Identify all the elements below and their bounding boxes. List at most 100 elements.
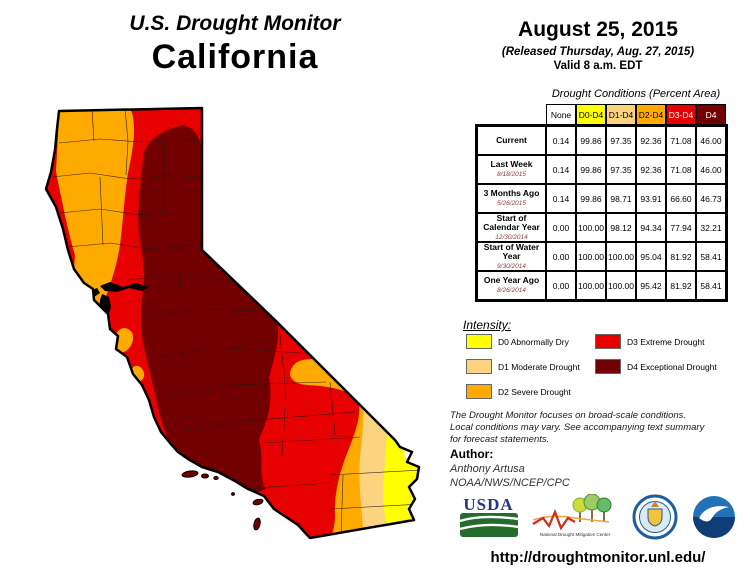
d2-swatch	[466, 384, 492, 399]
table-cell: 95.04	[636, 242, 666, 271]
table-cell: 92.36	[636, 155, 666, 184]
row-label-current: Current	[477, 126, 546, 155]
d3-swatch	[595, 334, 621, 349]
commerce-seal-icon	[632, 494, 677, 540]
disclaimer-text: The Drought Monitor focuses on broad-sca…	[450, 410, 742, 446]
map-region-d2-monterey-patch	[113, 328, 134, 353]
row-label-text: Last Week	[490, 159, 533, 169]
map-region-d2-northwest	[56, 108, 135, 314]
table-cell: 46.00	[696, 126, 726, 155]
legend-item-d3: D3 Extreme Drought	[595, 334, 704, 349]
row-label-date: 12/30/2014	[495, 233, 528, 241]
table-cell: 97.35	[606, 155, 636, 184]
author-org: NOAA/NWS/NCEP/CPC	[450, 477, 570, 489]
valid-time: Valid 8 a.m. EDT	[553, 60, 643, 72]
disclaimer-line: Local conditions may vary. See accompany…	[450, 421, 705, 433]
row-label-text: Current	[496, 135, 527, 145]
table-cell: 97.35	[606, 126, 636, 155]
legend-label: D4 Exceptional Drought	[627, 361, 717, 372]
usda-field-icon	[459, 513, 518, 537]
legend-label: D2 Severe Drought	[498, 386, 571, 397]
legend-item-d4: D4 Exceptional Drought	[595, 359, 717, 374]
row-label-date: 9/30/2014	[497, 262, 526, 270]
table-cell: 46.00	[696, 155, 726, 184]
table-cell: 66.60	[666, 184, 696, 213]
table-cell: 100.00	[576, 271, 606, 300]
legend-item-d0: D0 Abnormally Dry	[466, 334, 569, 349]
table-title: Drought Conditions (Percent Area)	[551, 88, 721, 100]
table-cell: 58.41	[696, 242, 726, 271]
county-lines	[51, 108, 419, 537]
row-label-one-year-ago: One Year Ago 8/26/2014	[477, 271, 546, 300]
row-label-start-calendar-year: Start of Calendar Year 12/30/2014	[477, 213, 546, 242]
author-heading: Author:	[450, 447, 494, 461]
date-block: August 25, 2015 (Released Thursday, Aug.…	[450, 18, 746, 72]
usda-logo-text: USDA	[463, 495, 514, 514]
col-header-d1-d4: D1-D4	[606, 104, 636, 126]
table-cell: 71.08	[666, 126, 696, 155]
map-title-block: U.S. Drought Monitor California	[30, 12, 440, 77]
table-cell: 81.92	[666, 242, 696, 271]
d1-swatch	[466, 359, 492, 374]
usda-logo: USDA	[459, 495, 518, 537]
row-label-date: 8/26/2014	[497, 287, 526, 294]
table-cell: 0.14	[546, 155, 576, 184]
row-label-date: 5/26/2015	[497, 200, 526, 207]
state-border	[44, 106, 421, 540]
california-drought-map	[44, 106, 421, 540]
table-cell: 100.00	[606, 271, 636, 300]
table-cell: 0.00	[546, 213, 576, 242]
table-cell: 98.12	[606, 213, 636, 242]
col-header-d4: D4	[696, 104, 726, 126]
table-cell: 81.92	[666, 271, 696, 300]
row-label-last-week: Last Week 8/18/2015	[477, 155, 546, 184]
row-label-3-months-ago: 3 Months Ago 5/26/2015	[477, 184, 546, 213]
ndmc-logo-text: National Drought Mitigation Center	[539, 532, 610, 537]
row-label-text: Start of Water Year	[483, 241, 540, 261]
table-cell: 32.21	[696, 213, 726, 242]
table-cell: 46.73	[696, 184, 726, 213]
noaa-seal-icon	[692, 496, 735, 538]
table-cell: 99.86	[576, 126, 606, 155]
legend-label: D3 Extreme Drought	[627, 336, 705, 347]
usdm-title: U.S. Drought Monitor	[129, 12, 341, 35]
col-header-d0-d4: D0-D4	[576, 104, 606, 126]
table-cell: 98.71	[606, 184, 636, 213]
legend-label: D0 Abnormally Dry	[498, 336, 569, 347]
col-header-d3-d4: D3-D4	[666, 104, 696, 126]
table-cell: 71.08	[666, 155, 696, 184]
released-date: (Released Thursday, Aug. 27, 2015)	[501, 46, 695, 58]
legend-label: D1 Moderate Drought	[498, 361, 580, 372]
table-cell: 100.00	[576, 242, 606, 271]
table-cell: 94.34	[636, 213, 666, 242]
tree-icon	[596, 497, 611, 513]
table-cell: 77.94	[666, 213, 696, 242]
table-cell: 0.00	[546, 242, 576, 271]
ekg-line-icon	[531, 509, 576, 531]
table-cell: 95.42	[636, 271, 666, 300]
row-label-text: 3 Months Ago	[483, 188, 540, 198]
legend-item-d2: D2 Severe Drought	[466, 384, 571, 399]
table-cell: 93.91	[636, 184, 666, 213]
ndmc-logo: National Drought Mitigation Center	[531, 494, 611, 537]
table-cell: 0.00	[546, 271, 576, 300]
disclaimer-line: for forecast statements.	[450, 433, 550, 445]
d0-swatch	[466, 334, 492, 349]
legend-heading: Intensity:	[463, 318, 512, 332]
table-cell: 99.86	[576, 184, 606, 213]
channel-islands	[181, 470, 264, 531]
table-cell: 99.86	[576, 155, 606, 184]
row-label-text: One Year Ago	[483, 275, 540, 285]
table-cell: 0.14	[546, 184, 576, 213]
col-header-none: None	[546, 104, 576, 126]
d4-swatch	[595, 359, 621, 374]
table-cell: 100.00	[606, 242, 636, 271]
legend-item-d1: D1 Moderate Drought	[466, 359, 580, 374]
table-cell: 0.14	[546, 126, 576, 155]
state-title: California	[151, 38, 319, 76]
drought-conditions-table: None D0-D4 D1-D4 D2-D4 D3-D4 D4 Current …	[477, 104, 726, 300]
table-cell: 58.41	[696, 271, 726, 300]
map-date: August 25, 2015	[518, 18, 678, 41]
table-cell: 100.00	[576, 213, 606, 242]
row-label-date: 8/18/2015	[497, 171, 526, 178]
